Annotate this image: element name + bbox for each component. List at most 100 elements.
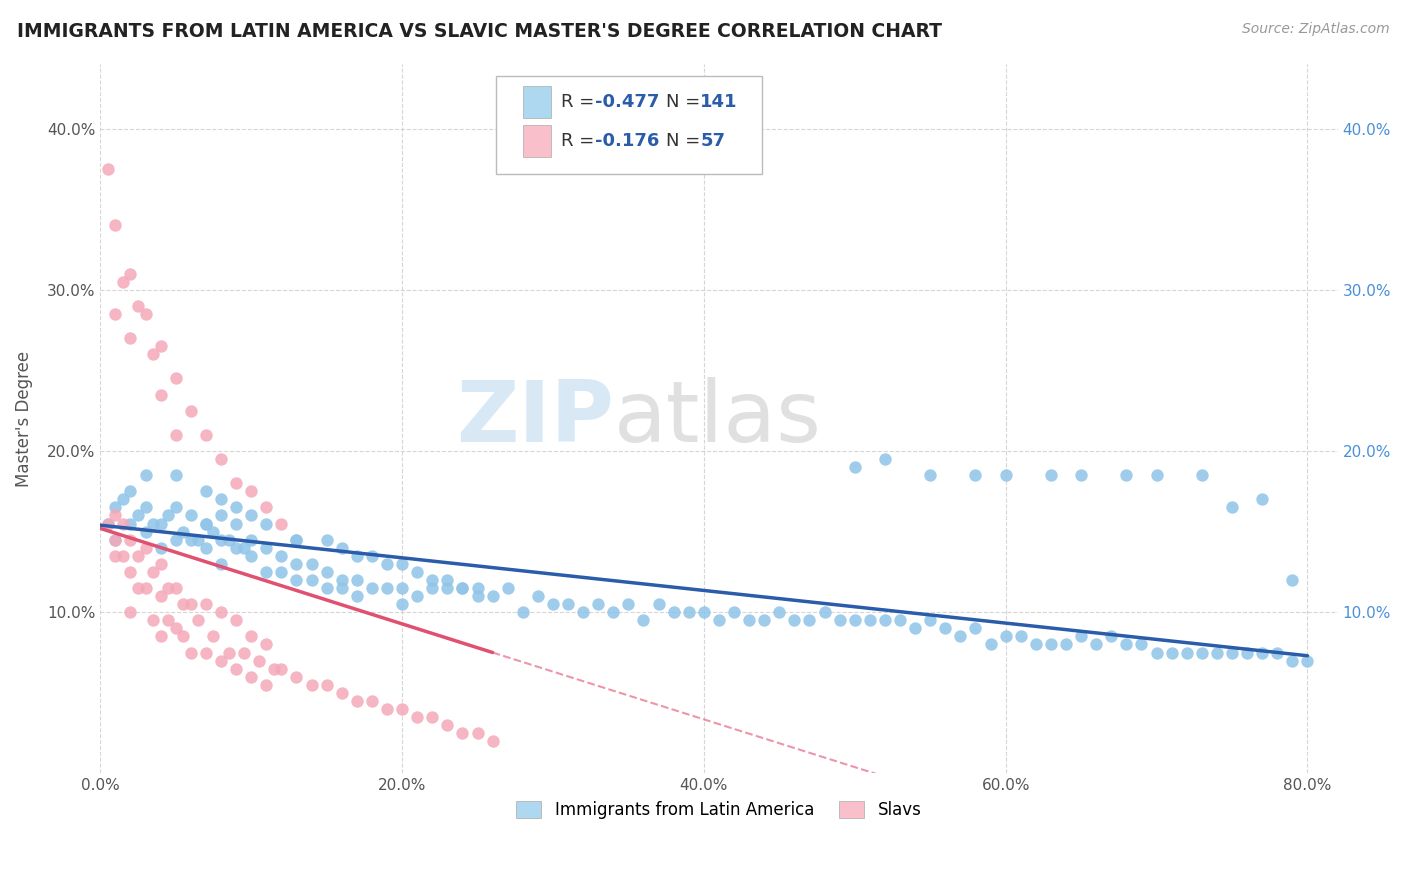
Point bbox=[557, 597, 579, 611]
Point bbox=[218, 533, 240, 547]
Point bbox=[270, 516, 292, 531]
Point bbox=[1115, 468, 1137, 483]
Point bbox=[1010, 629, 1032, 643]
Point bbox=[420, 710, 443, 724]
Point bbox=[391, 702, 413, 716]
Point bbox=[149, 589, 172, 603]
Point bbox=[104, 219, 127, 233]
Point bbox=[240, 533, 263, 547]
Point bbox=[693, 605, 716, 619]
Point bbox=[844, 613, 866, 627]
Point bbox=[225, 516, 247, 531]
Point bbox=[263, 662, 285, 676]
Point bbox=[157, 581, 180, 595]
Point bbox=[149, 387, 172, 401]
Point bbox=[270, 565, 292, 579]
Y-axis label: Master's Degree: Master's Degree bbox=[15, 351, 32, 487]
Point bbox=[111, 275, 134, 289]
Point bbox=[481, 734, 503, 748]
Point bbox=[97, 516, 120, 531]
Point bbox=[828, 613, 851, 627]
Point bbox=[254, 541, 277, 555]
FancyBboxPatch shape bbox=[496, 76, 762, 174]
Text: R =: R = bbox=[561, 132, 599, 150]
Text: R =: R = bbox=[561, 94, 599, 112]
Legend: Immigrants from Latin America, Slavs: Immigrants from Latin America, Slavs bbox=[510, 794, 928, 825]
Point bbox=[187, 613, 209, 627]
Point bbox=[1115, 637, 1137, 651]
Point bbox=[142, 565, 165, 579]
FancyBboxPatch shape bbox=[523, 125, 551, 157]
Point bbox=[1220, 500, 1243, 515]
Point bbox=[134, 581, 156, 595]
Point bbox=[375, 581, 398, 595]
Point bbox=[467, 581, 489, 595]
Point bbox=[194, 646, 217, 660]
Point bbox=[723, 605, 745, 619]
Point bbox=[285, 670, 308, 684]
Point bbox=[134, 524, 156, 539]
Point bbox=[391, 597, 413, 611]
Point bbox=[209, 508, 232, 523]
Point bbox=[232, 541, 254, 555]
Point bbox=[142, 347, 165, 361]
Point bbox=[157, 613, 180, 627]
Point bbox=[467, 726, 489, 740]
Point bbox=[111, 516, 134, 531]
Point bbox=[301, 573, 323, 587]
Text: N =: N = bbox=[665, 94, 706, 112]
Point bbox=[436, 573, 458, 587]
Point bbox=[120, 516, 142, 531]
Point bbox=[451, 726, 474, 740]
Point bbox=[360, 694, 382, 708]
Point bbox=[285, 533, 308, 547]
Text: Source: ZipAtlas.com: Source: ZipAtlas.com bbox=[1241, 22, 1389, 37]
Point bbox=[180, 508, 202, 523]
Point bbox=[586, 597, 609, 611]
Point bbox=[127, 508, 149, 523]
Point bbox=[1220, 646, 1243, 660]
Point bbox=[209, 452, 232, 467]
Point bbox=[104, 533, 127, 547]
Point bbox=[315, 533, 337, 547]
Point bbox=[104, 307, 127, 321]
Point bbox=[120, 484, 142, 499]
Point bbox=[127, 581, 149, 595]
Point bbox=[1206, 646, 1229, 660]
Point bbox=[301, 557, 323, 571]
Point bbox=[149, 557, 172, 571]
Point bbox=[172, 597, 194, 611]
Point bbox=[1251, 492, 1274, 507]
Point bbox=[346, 589, 368, 603]
Point bbox=[602, 605, 624, 619]
Text: 141: 141 bbox=[700, 94, 738, 112]
Point bbox=[225, 613, 247, 627]
Point bbox=[180, 597, 202, 611]
Point bbox=[346, 573, 368, 587]
Point bbox=[254, 516, 277, 531]
Point bbox=[301, 678, 323, 692]
Point bbox=[194, 516, 217, 531]
Point bbox=[980, 637, 1002, 651]
Point bbox=[360, 581, 382, 595]
Point bbox=[209, 492, 232, 507]
Point bbox=[209, 654, 232, 668]
Point bbox=[330, 581, 353, 595]
Point bbox=[1054, 637, 1077, 651]
Point bbox=[391, 557, 413, 571]
Point bbox=[172, 629, 194, 643]
Point bbox=[254, 678, 277, 692]
Point bbox=[149, 541, 172, 555]
Point bbox=[97, 516, 120, 531]
Point bbox=[1146, 468, 1168, 483]
Point bbox=[120, 331, 142, 345]
Point bbox=[165, 621, 187, 635]
Point bbox=[157, 508, 180, 523]
Point bbox=[920, 468, 942, 483]
Point bbox=[194, 484, 217, 499]
Point bbox=[315, 678, 337, 692]
Point bbox=[541, 597, 564, 611]
Point bbox=[783, 613, 806, 627]
Point bbox=[934, 621, 956, 635]
Point bbox=[134, 307, 156, 321]
